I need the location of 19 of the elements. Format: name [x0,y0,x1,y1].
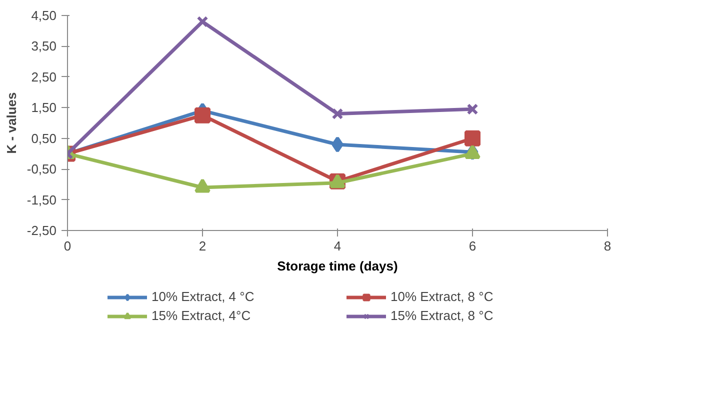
y-tick-label: -2,50 [26,223,57,238]
y-tick-label: 0,50 [31,130,57,146]
x-axis-title: Storage time (days) [277,258,398,274]
legend-label: 15% Extract, 8 °C [390,308,494,323]
x-tick-label: 2 [198,238,206,254]
y-tick-label: 4,50 [31,8,57,23]
x-tick-label: 6 [468,238,476,254]
y-tick-label: -0,50 [26,162,57,177]
legend-label: 15% Extract, 4°C [152,308,252,323]
y-tick-label: 2,50 [31,69,57,84]
y-axis-title: K - values [4,92,19,154]
y-tick-label: 1,50 [31,100,57,116]
legend-label: 10% Extract, 8 °C [390,289,494,304]
y-tick-label: 3,50 [31,38,57,54]
x-tick-label: 8 [604,238,612,254]
x-tick-label: 4 [334,238,342,254]
legend-label: 10% Extract, 4 °C [152,289,256,304]
x-tick-label: 0 [64,238,72,254]
y-tick-label: -1,50 [26,192,57,208]
